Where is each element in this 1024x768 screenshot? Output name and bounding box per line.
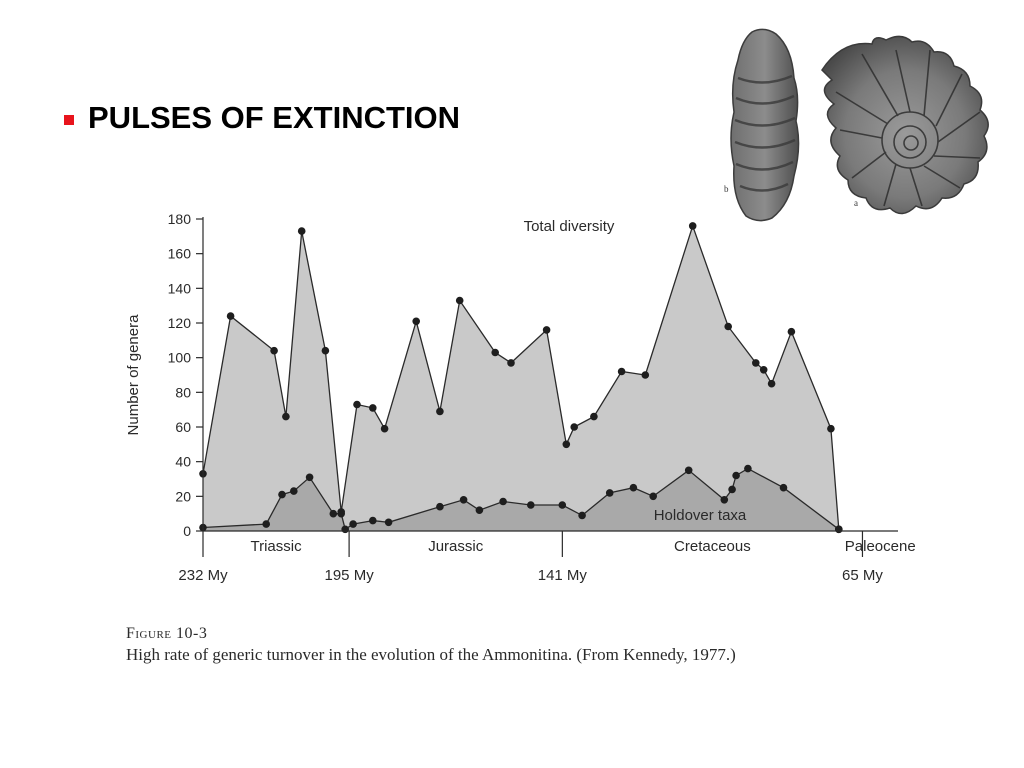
- figure-caption: Figure 10-3 High rate of generic turnove…: [126, 625, 886, 665]
- data-point: [329, 509, 338, 518]
- y-tick-label: 120: [168, 315, 192, 331]
- data-point: [759, 366, 768, 374]
- plot-areas: [203, 225, 839, 531]
- data-point: [369, 516, 377, 525]
- data-point: [337, 509, 346, 518]
- y-axis-title: Number of genera: [125, 314, 142, 436]
- data-point: [779, 483, 788, 492]
- data-point: [542, 326, 551, 334]
- data-point: [353, 400, 361, 409]
- ammonite-coiled-shell-image: a: [821, 35, 989, 215]
- data-point: [732, 471, 740, 480]
- data-point: [278, 490, 286, 499]
- period-label: Triassic: [250, 538, 302, 555]
- y-tick-label: 40: [175, 454, 191, 470]
- data-point: [684, 466, 693, 475]
- y-tick-label: 140: [168, 280, 192, 296]
- data-point: [226, 312, 235, 320]
- boundary-label: 232 My: [178, 567, 228, 584]
- period-label: Paleocene: [845, 538, 916, 555]
- data-point: [507, 359, 515, 367]
- y-tick-label: 160: [168, 246, 192, 262]
- fossil-label-b: b: [724, 184, 729, 194]
- y-tick-label: 80: [175, 384, 191, 400]
- data-point: [578, 511, 586, 520]
- data-point: [570, 423, 578, 431]
- period-label: Jurassic: [428, 538, 484, 555]
- y-tick-label: 100: [168, 350, 192, 366]
- data-point: [270, 346, 278, 355]
- data-point: [688, 222, 697, 230]
- data-point: [412, 317, 421, 326]
- data-point: [384, 518, 393, 527]
- series-area-total-diversity: [203, 225, 839, 531]
- series-label-total-diversity: Total diversity: [524, 218, 615, 235]
- data-point: [617, 367, 626, 376]
- data-point: [724, 322, 732, 331]
- data-point: [649, 492, 657, 501]
- data-point: [629, 483, 638, 492]
- data-point: [349, 520, 357, 528]
- caption-text: High rate of generic turnover in the evo…: [126, 645, 736, 664]
- fossil-label-a: a: [854, 198, 858, 208]
- slide-title: PULSES OF EXTINCTION: [88, 100, 461, 135]
- data-point: [499, 497, 507, 506]
- data-point: [605, 489, 614, 497]
- data-point: [835, 525, 843, 534]
- data-point: [341, 525, 350, 534]
- data-point: [436, 407, 444, 416]
- labels: 0 20 40 60 80 100 120 140 160 180 232 My 195 My 141 …: [125, 211, 916, 584]
- data-point: [282, 412, 290, 421]
- y-tick-label: 60: [175, 419, 191, 435]
- data-point: [767, 379, 776, 388]
- axes: [196, 217, 898, 557]
- data-point: [752, 359, 760, 367]
- series-area-holdover-taxa: [203, 468, 839, 531]
- data-point: [297, 227, 306, 235]
- data-point: [369, 404, 377, 412]
- caption-figure-number: Figure 10-3: [126, 625, 208, 642]
- data-point: [380, 424, 389, 433]
- boundary-label: 65 My: [842, 567, 883, 584]
- boundary-label: 195 My: [325, 567, 375, 584]
- data-point: [321, 346, 330, 355]
- y-tick-label: 180: [168, 211, 192, 227]
- data-point: [436, 502, 444, 511]
- y-tick-label: 0: [183, 523, 191, 539]
- data-point: [787, 327, 796, 336]
- data-point: [262, 520, 271, 528]
- data-point: [641, 371, 650, 379]
- data-point: [491, 348, 500, 357]
- data-point: [744, 464, 752, 473]
- data-point: [720, 496, 729, 504]
- data-point: [305, 473, 314, 482]
- series-line-holdover-taxa: [202, 467, 840, 531]
- data-point: [290, 487, 298, 495]
- data-point: [827, 424, 835, 433]
- data-point: [558, 501, 567, 509]
- data-point: [459, 496, 468, 504]
- data-point: [527, 501, 535, 509]
- data-point: [728, 485, 736, 494]
- square-bullet-icon: [64, 115, 74, 125]
- data-point: [455, 296, 464, 305]
- ammonite-side-view-image: b: [724, 28, 800, 222]
- period-label: Cretaceous: [674, 538, 751, 555]
- y-tick-label: 20: [175, 488, 191, 504]
- series-label-holdover-taxa: Holdover taxa: [654, 507, 747, 524]
- data-point: [562, 440, 571, 449]
- data-point: [475, 506, 484, 514]
- data-point: [590, 412, 598, 421]
- boundary-label: 141 My: [538, 567, 588, 584]
